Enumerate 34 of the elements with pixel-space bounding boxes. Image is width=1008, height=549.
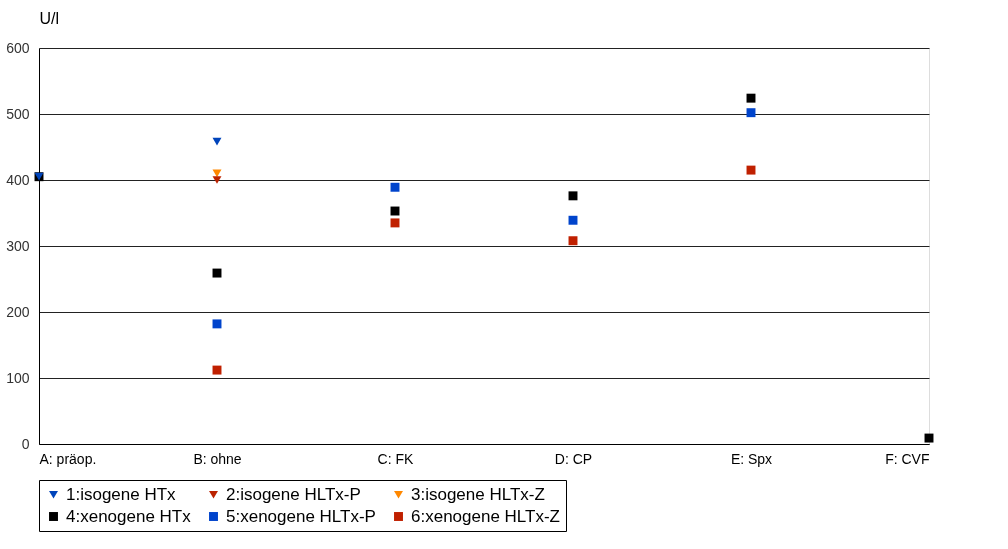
y-axis-title: U/l [39, 9, 60, 27]
point [212, 268, 222, 278]
point [746, 93, 756, 103]
legend-label: 4:xenogene HTx [66, 506, 192, 526]
point [390, 182, 400, 192]
y-tick-label: 500 [6, 105, 30, 122]
legend-label: 1:isogene HTx [66, 484, 177, 504]
point [924, 433, 934, 443]
x-tick-label: E: Spx [730, 450, 773, 467]
legend-label: 5:xenogene HLTx-P [226, 506, 376, 526]
y-tick-label: 300 [6, 237, 30, 254]
x-tick-label: B: ohne [193, 450, 242, 467]
point [212, 137, 222, 146]
x-tick-label: F: CVF [885, 450, 930, 467]
point [746, 165, 756, 175]
y-tick-label: 600 [6, 39, 30, 56]
x-tick-label: C: FK [377, 450, 415, 467]
legend-label: 3:isogene HLTx-Z [411, 484, 545, 504]
y-tick-label: 400 [6, 171, 30, 188]
point [390, 218, 400, 228]
point [568, 215, 578, 225]
x-tick-label: A: präop. [39, 450, 97, 467]
y-tick-label: 0 [21, 435, 30, 452]
point [568, 191, 578, 201]
point [212, 176, 222, 184]
legend-label: 2:isogene HLTx-P [226, 484, 361, 504]
point [746, 108, 756, 118]
y-tick-label: 200 [6, 303, 30, 320]
legend-label: 6:xenogene HLTx-Z [411, 506, 560, 526]
y-tick-label: 100 [6, 369, 30, 386]
point [568, 236, 578, 246]
x-tick-label: D: CP [554, 450, 593, 467]
point [212, 365, 222, 375]
point [212, 319, 222, 329]
